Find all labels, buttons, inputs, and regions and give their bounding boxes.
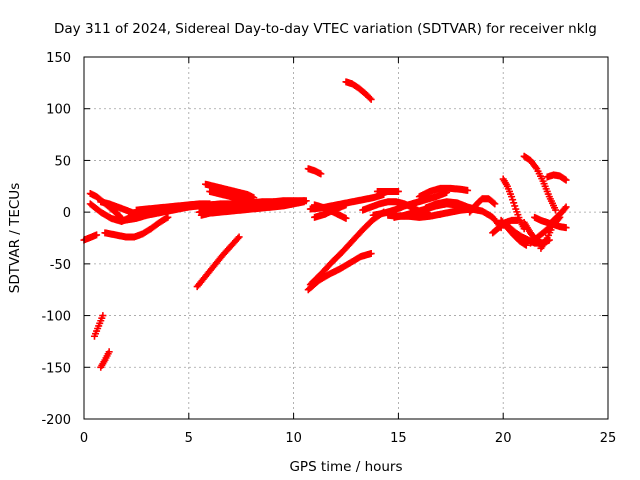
y-tick-label: -150 (41, 361, 71, 376)
series-arc-05 (101, 213, 172, 241)
data-point (491, 200, 499, 208)
data-point (490, 199, 498, 207)
y-tick-label: -50 (50, 258, 71, 273)
x-tick-label: 15 (390, 431, 407, 446)
series-arc-42 (543, 171, 570, 184)
series-arc-34 (499, 175, 528, 233)
series-arc-15 (202, 180, 258, 202)
data-point (562, 176, 570, 184)
chart-title: Day 311 of 2024, Sidereal Day-to-day VTE… (54, 21, 597, 37)
x-tick-label: 20 (495, 431, 512, 446)
series-arc-10 (97, 348, 113, 371)
series-arc-29 (415, 184, 472, 201)
data-points (80, 78, 570, 371)
data-point (300, 198, 308, 206)
series-arc-26 (373, 187, 402, 195)
series-arc-25 (369, 188, 451, 219)
series-arc-01 (80, 231, 101, 244)
data-point (532, 163, 540, 171)
data-point (248, 198, 256, 206)
series-arc-43 (545, 203, 570, 229)
data-point (366, 94, 374, 102)
data-point (394, 187, 402, 195)
y-tick-label: -200 (41, 413, 71, 428)
data-point (317, 170, 325, 178)
x-tick-label: 25 (600, 431, 617, 446)
series-arc-37 (520, 152, 560, 214)
x-tick-labels: 0 5 10 15 20 25 (80, 431, 616, 446)
data-point (342, 214, 350, 222)
data-point (105, 348, 113, 356)
data-point (562, 203, 570, 211)
series-arc-22 (311, 201, 350, 222)
series-arc-08 (143, 202, 203, 216)
series-arc-32 (466, 195, 499, 216)
data-point (235, 233, 243, 241)
data-point (342, 201, 350, 209)
x-tick-label: 5 (185, 431, 193, 446)
data-point (464, 186, 472, 194)
data-point (234, 234, 242, 242)
y-tick-label: 150 (46, 51, 71, 66)
data-point (552, 206, 560, 214)
data-point (93, 231, 101, 239)
x-axis-title: GPS time / hours (289, 459, 402, 475)
series-arc-11 (193, 233, 243, 291)
data-point (561, 204, 569, 212)
data-point (367, 95, 375, 103)
y-tick-label: 50 (54, 154, 71, 169)
y-axis-title: SDTVAR / TECUs (7, 183, 23, 293)
y-tick-labels: -200 -150 -100 -50 0 50 100 150 (41, 51, 71, 428)
series-arc-36 (497, 216, 530, 249)
series-arc-14 (197, 198, 308, 219)
plot-frame (83, 56, 609, 420)
data-point (164, 213, 172, 221)
series-arc-19 (306, 208, 388, 289)
y-tick-label: 100 (46, 103, 71, 118)
y-tick-label: 0 (63, 206, 71, 221)
data-point (522, 241, 530, 249)
data-point (562, 224, 570, 232)
x-tick-label: 0 (80, 431, 88, 446)
y-tick-label: -100 (41, 310, 71, 325)
data-point (367, 250, 375, 258)
x-tick-label: 10 (285, 431, 302, 446)
series-arc-17 (304, 165, 325, 178)
series-arc-23 (342, 78, 375, 103)
data-point (99, 312, 107, 320)
series-arc-09 (90, 312, 107, 340)
series-arc-16 (206, 187, 256, 206)
axis-ticks (83, 56, 609, 420)
data-point (250, 194, 258, 202)
